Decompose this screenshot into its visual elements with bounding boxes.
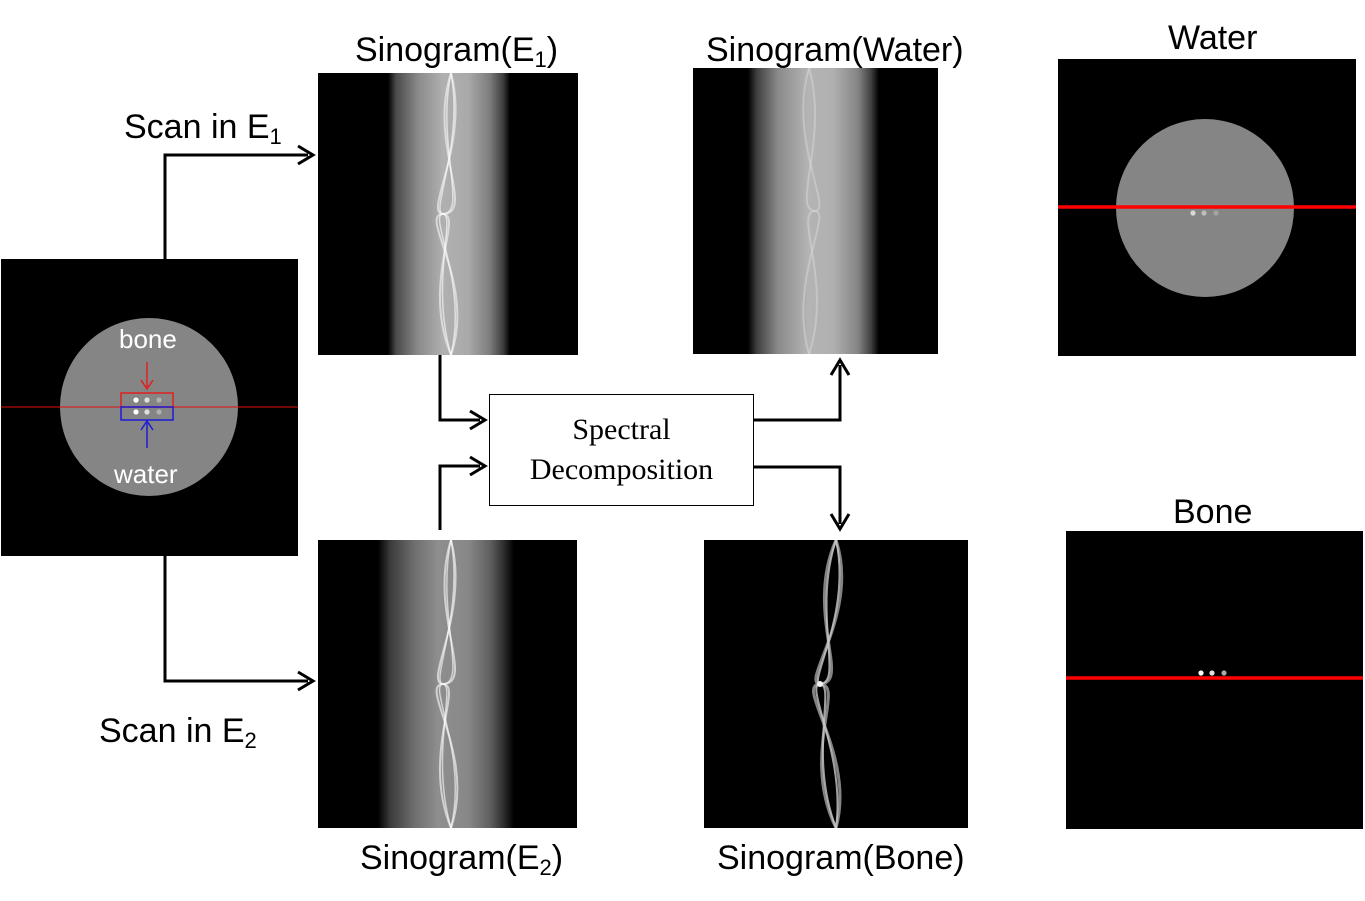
scan-e1-label: Scan in E1 [124,108,282,149]
sinogram-e1-title: Sinogram(E1) [355,31,559,72]
insert-dot [133,397,139,403]
sinogram-water-image [693,68,938,354]
decomposition-line1: Spectral [572,413,671,446]
insert-dot [1190,210,1196,216]
sinogram-bone-image [704,540,968,828]
arrow-scan-e2 [163,556,308,683]
scan-e2-label: Scan in E2 [99,712,257,753]
sinogram-traces [435,540,459,828]
arrow-e1-to-decomp [438,355,480,422]
water-output-image [1058,59,1356,356]
insert-dot [1213,210,1219,216]
sinogram-e2-title: Sinogram(E2) [360,839,564,880]
arrow-decomp-to-bone [754,465,842,524]
insert-dot [156,397,162,403]
insert-dot [156,409,162,415]
bone-output-image [1066,531,1363,829]
bone-label: bone [119,324,177,354]
arrow-decomp-to-water [754,365,842,422]
water-output-overlay [1058,205,1356,216]
phantom-image: bone water [1,259,298,556]
sinogram-band [693,68,938,354]
sinogram-water-title: Sinogram(Water) [706,31,964,69]
phantom-overlay [1,362,298,448]
sinogram-traces [435,73,459,355]
bone-output-title: Bone [1173,493,1253,531]
decomposition-line2: Decomposition [529,453,714,486]
insert-dot [144,397,150,403]
insert-dot [133,409,139,415]
arrow-e2-to-decomp [438,464,480,530]
insert-dot [1221,670,1227,676]
insert-dot [1198,670,1204,676]
sinogram-e1-image [318,73,578,355]
insert-dot [1201,210,1207,216]
arrow-scan-e1 [163,153,308,259]
bone-output-overlay [1066,670,1363,680]
water-output-title: Water [1168,19,1258,57]
spectral-decomposition-box: Spectral Decomposition [489,394,754,506]
water-label: water [114,459,178,489]
insert-dot [1209,670,1215,676]
sinogram-e2-image [318,540,577,828]
sinogram-traces [812,540,844,828]
insert-dot [144,409,150,415]
sinogram-traces [802,68,821,354]
sinogram-bone-title: Sinogram(Bone) [717,839,965,877]
